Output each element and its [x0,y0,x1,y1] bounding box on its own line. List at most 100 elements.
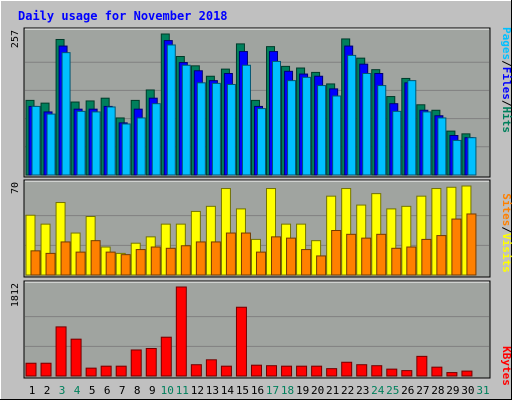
bar-pages-day-2 [46,113,56,176]
bar-kbytes-day-23 [356,364,368,377]
x-tick-label-4: 4 [74,384,81,397]
bar-kbytes-day-4 [70,338,82,377]
x-tick-label-17: 17 [266,384,279,397]
legend-separator: / [500,100,512,107]
bar-sites-day-27 [421,238,432,276]
bar-pages-day-25 [392,110,402,176]
bar-sites-day-26 [406,246,417,276]
x-tick-label-19: 19 [296,384,309,397]
bar-sites-day-19 [301,249,312,276]
bar-sites-day-21 [331,230,342,276]
bar-pages-day-7 [121,123,131,176]
bar-kbytes-day-1 [25,362,37,377]
x-tick-label-26: 26 [401,384,414,397]
bar-kbytes-day-16 [250,364,262,377]
bar-pages-day-13 [211,82,221,176]
legend-sites: Sites [500,193,512,226]
bar-kbytes-day-19 [296,365,308,377]
bar-sites-day-9 [150,246,161,276]
bar-pages-day-3 [61,52,71,176]
bar-kbytes-day-3 [55,326,67,377]
bar-pages-day-5 [91,111,101,176]
x-tick-label-30: 30 [461,384,474,397]
series-sites [30,213,477,276]
bar-kbytes-day-29 [446,372,458,377]
bar-pages-day-26 [407,80,417,176]
bar-sites-day-17 [271,236,282,276]
bar-sites-day-29 [451,218,462,276]
bar-sites-day-13 [210,241,221,276]
bar-pages-day-11 [181,64,191,176]
x-tick-label-16: 16 [251,384,264,397]
bar-pages-day-15 [241,64,251,176]
x-tick-label-1: 1 [29,384,36,397]
bar-sites-day-2 [45,252,56,276]
bar-sites-day-20 [316,255,327,276]
x-tick-label-8: 8 [134,384,141,397]
legend-separator: / [500,226,512,233]
bar-pages-day-21 [332,95,342,176]
bar-kbytes-day-11 [175,286,187,377]
bar-pages-day-22 [347,54,357,176]
bar-pages-day-30 [467,137,477,176]
x-tick-label-18: 18 [281,384,294,397]
bar-sites-day-25 [391,247,402,276]
legend-visits: Visits [500,233,512,273]
bar-kbytes-day-21 [326,368,338,377]
bar-sites-day-22 [346,233,357,276]
bar-kbytes-day-27 [416,355,428,377]
x-tick-label-3: 3 [59,384,66,397]
bar-pages-day-28 [437,117,447,176]
bar-kbytes-day-25 [386,368,398,377]
x-tick-label-5: 5 [89,384,96,397]
bar-sites-day-24 [376,233,387,276]
bar-pages-day-8 [136,117,146,176]
bar-sites-day-5 [90,240,101,276]
bar-kbytes-day-6 [100,365,112,377]
x-tick-label-27: 27 [416,384,429,397]
bar-pages-day-12 [196,82,206,176]
panel-hits-files-pages: 257 [10,27,491,178]
bar-kbytes-day-2 [40,362,52,377]
bar-sites-day-3 [60,241,71,276]
bar-sites-day-4 [75,251,86,276]
bar-pages-day-16 [256,108,266,176]
bar-kbytes-day-18 [281,365,293,377]
bar-pages-day-4 [76,110,86,176]
series-kbytes [25,286,473,377]
bar-sites-day-28 [436,235,447,276]
bar-sites-day-14 [225,232,236,276]
bar-sites-day-23 [361,237,372,276]
bar-sites-day-6 [105,251,116,276]
legend-pages: Pages [500,27,512,60]
bar-pages-day-9 [151,103,161,176]
bar-sites-day-16 [255,251,266,276]
x-tick-label-31: 31 [476,384,489,397]
x-tick-label-21: 21 [326,384,339,397]
bar-pages-day-23 [362,73,372,176]
panel-kbytes: 1812 [10,280,491,379]
x-tick-label-10: 10 [161,384,174,397]
bar-kbytes-day-17 [266,365,278,377]
bar-pages-day-14 [226,83,236,176]
x-tick-label-24: 24 [371,384,385,397]
bar-sites-day-8 [135,249,146,276]
x-tick-label-14: 14 [221,384,235,397]
x-tick-label-2: 2 [44,384,51,397]
legend-hits: Hits [500,107,512,134]
bar-sites-day-1 [30,250,41,276]
bar-kbytes-day-30 [461,370,473,377]
bar-kbytes-day-7 [115,365,127,377]
bar-kbytes-day-15 [235,306,247,377]
legend-kbytes: KBytes [500,346,512,386]
bar-sites-day-18 [286,237,297,276]
bar-pages-day-18 [287,80,297,176]
bar-pages-day-6 [106,106,116,176]
bar-kbytes-day-5 [85,367,97,377]
bar-pages-day-29 [452,139,462,176]
bar-pages-day-19 [302,76,312,176]
bar-pages-day-27 [422,111,432,176]
x-tick-label-23: 23 [356,384,369,397]
bar-pages-day-20 [317,85,327,176]
